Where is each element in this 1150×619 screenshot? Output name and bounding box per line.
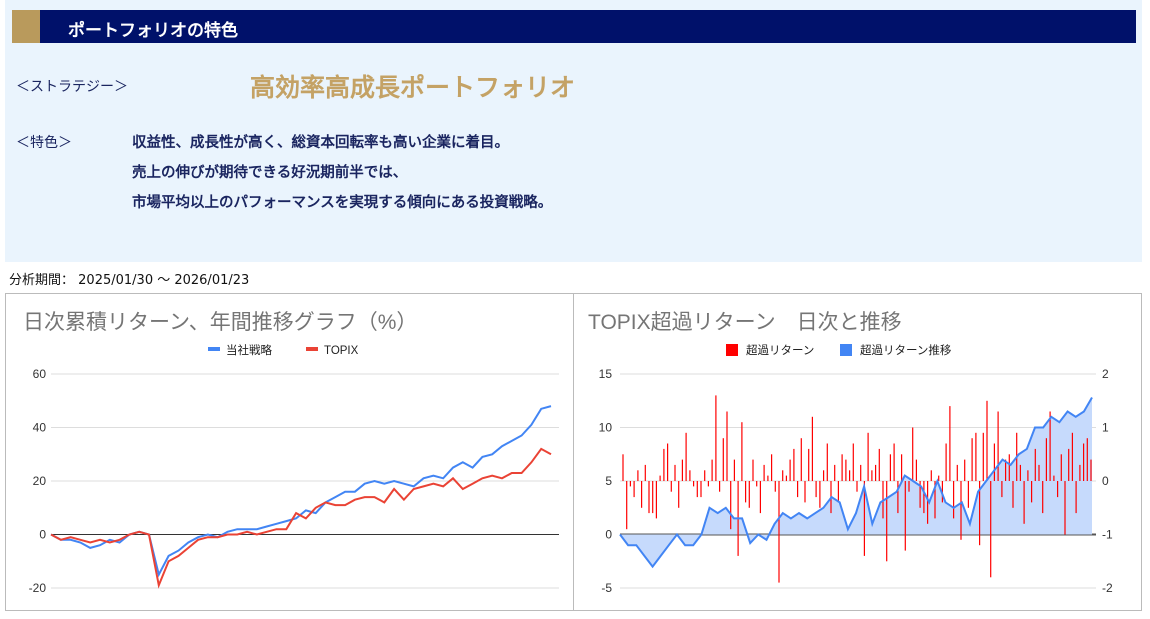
feature-line: 収益性、成長性が高く、総資本回転率も高い企業に着目。 <box>132 135 509 151</box>
left-y-tick-label: 15 <box>599 367 613 381</box>
legend-swatch-strategy <box>208 347 220 351</box>
right-y-tick-label: -2 <box>1102 581 1113 595</box>
left-y-tick-label: -5 <box>601 581 612 595</box>
excess-trend-line <box>619 396 1093 569</box>
legend-label-excess: 超過リターン <box>746 343 814 357</box>
right-y-tick-label: 1 <box>1102 421 1109 435</box>
legend-swatch-topix <box>306 347 318 351</box>
chart-title: TOPIX超過リターン 日次と推移 <box>588 311 902 334</box>
strategy-label: ＜ストラテジー＞ <box>16 79 128 95</box>
section-title: ポートフォリオの特色 <box>68 21 238 41</box>
legend-swatch-excess <box>726 344 738 356</box>
chart-title: 日次累積リターン、年間推移グラフ（%） <box>23 311 417 334</box>
excess-trend-area <box>620 397 1092 567</box>
feature-line: 売上の伸びが期待できる好況期前半では、 <box>132 165 408 181</box>
cumulative-return-chart: 日次累積リターン、年間推移グラフ（%） 当社戦略 TOPIX 60 40 20 0 -2… <box>5 293 574 611</box>
legend-swatch-excess-trend <box>840 344 852 356</box>
period-value: 2025/01/30 〜 2026/01/23 <box>78 273 250 288</box>
right-y-tick-label: -1 <box>1102 528 1113 542</box>
excess-return-chart: TOPIX超過リターン 日次と推移 超過リターン 超過リターン推移 15 2 10 1… <box>573 293 1142 611</box>
header-accent <box>12 10 40 43</box>
series-line-strategy <box>50 405 552 578</box>
feature-line: 市場平均以上のパフォーマンスを実現する傾向にある投資戦略。 <box>132 195 553 211</box>
legend-label-excess-trend: 超過リターン推移 <box>860 343 952 357</box>
right-y-tick-label: 2 <box>1102 367 1109 381</box>
strategy-name: 高効率高成長ポートフォリオ <box>250 73 576 102</box>
cumulative-chart-svg: 日次累積リターン、年間推移グラフ（%） 当社戦略 TOPIX 60 40 20 0 -2… <box>23 311 559 595</box>
y-tick-label: 60 <box>33 367 47 381</box>
left-y-tick-label: 5 <box>605 474 612 488</box>
y-tick-label: 40 <box>33 421 47 435</box>
section-header: ポートフォリオの特色 <box>12 10 1136 43</box>
legend-label-strategy: 当社戦略 <box>226 343 272 357</box>
right-y-tick-label: 0 <box>1102 474 1109 488</box>
analysis-period: 分析期間： 2025/01/30 〜 2026/01/23 <box>9 269 249 288</box>
period-label: 分析期間： <box>9 273 75 288</box>
excess-chart-svg: TOPIX超過リターン 日次と推移 超過リターン 超過リターン推移 15 210 1… <box>588 311 1113 595</box>
y-tick-label: 0 <box>39 528 46 542</box>
left-y-tick-label: 0 <box>605 528 612 542</box>
y-tick-label: -20 <box>29 581 47 595</box>
legend-label-topix: TOPIX <box>324 345 359 357</box>
portfolio-feature-panel <box>5 0 1142 262</box>
left-y-tick-label: 10 <box>599 421 613 435</box>
series-line-topix <box>50 447 552 589</box>
features-label: ＜特色＞ <box>16 135 72 151</box>
y-tick-label: 20 <box>33 474 47 488</box>
